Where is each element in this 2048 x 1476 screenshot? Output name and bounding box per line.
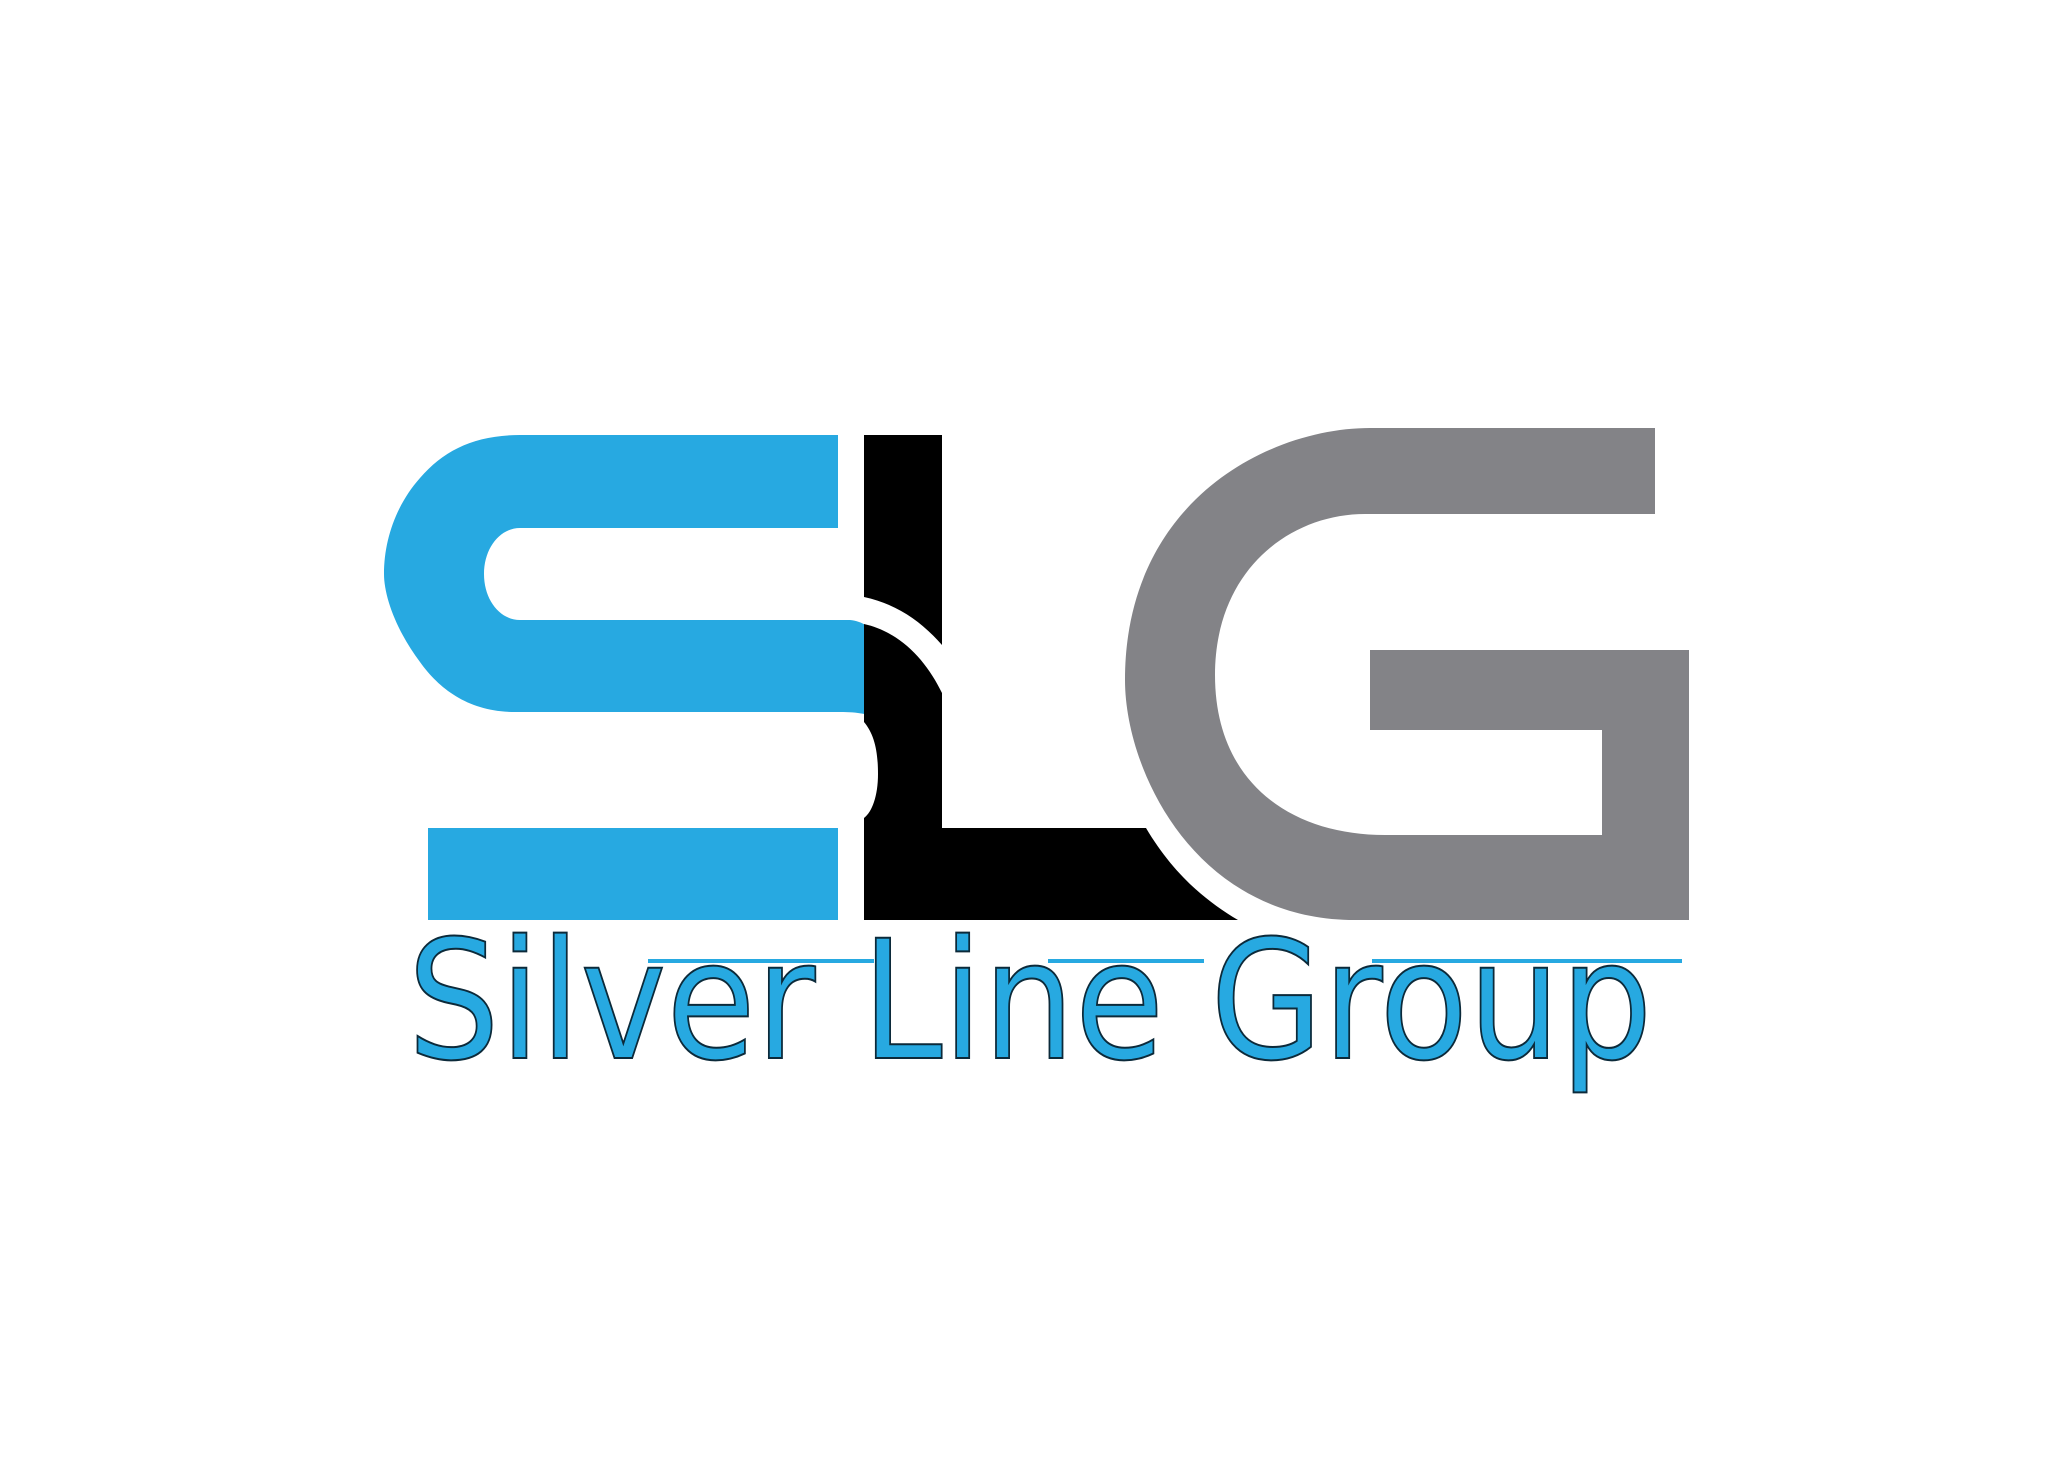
wordmark: Silver Line Group [408, 905, 1653, 1097]
monogram-letter-s [384, 435, 880, 920]
monogram-letter-l [864, 435, 1238, 920]
monogram-letter-g [1125, 428, 1689, 920]
